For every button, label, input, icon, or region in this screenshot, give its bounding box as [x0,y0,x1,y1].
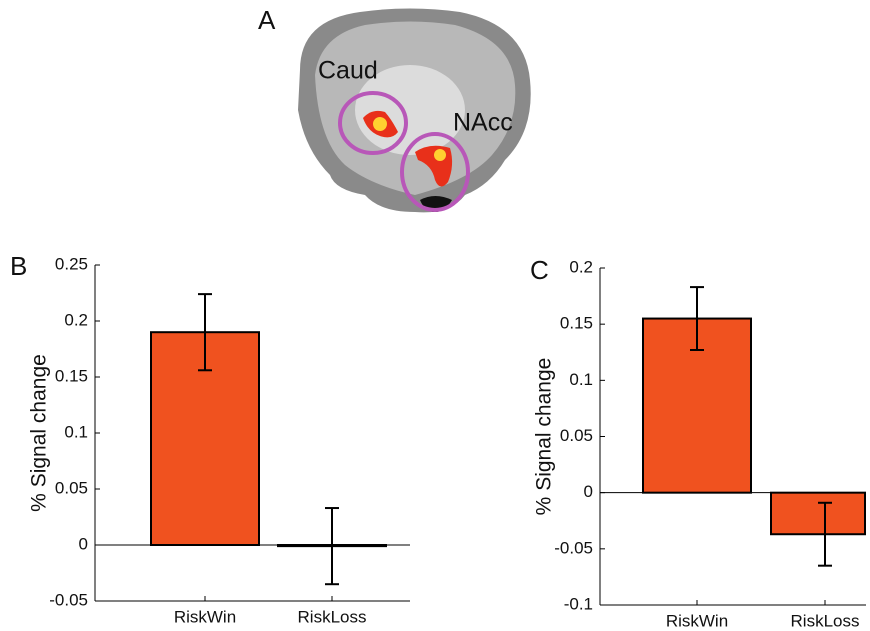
y-tick-label: -0.05 [554,538,593,557]
y-tick-label: -0.05 [49,590,88,609]
y-tick-label: 0.15 [560,314,593,333]
x-tick-label: RiskWin [666,611,728,630]
panel-label: A [258,5,276,35]
y-tick-label: 0.2 [569,257,593,276]
y-tick-label: 0.1 [64,422,88,441]
brain-image: A Caud NAcc [258,5,531,213]
y-tick-label: 0.1 [569,370,593,389]
x-tick-label: RiskLoss [791,611,860,630]
x-tick-label: RiskWin [174,607,236,626]
y-tick-label: 0.2 [64,310,88,329]
y-tick-label: 0 [584,482,593,501]
region-label: Caud [318,57,378,85]
y-tick-label: -0.1 [564,594,593,613]
y-tick-label: 0 [79,534,88,553]
panel-label: C [530,255,549,285]
y-tick-label: 0.15 [55,366,88,385]
y-axis-label: % Signal change [533,358,556,516]
y-tick-label: 0.05 [560,426,593,445]
bar [771,493,865,535]
region-label: NAcc [453,109,513,137]
panel-label: B [10,251,27,281]
activation-peak [434,149,446,161]
y-tick-label: 0.05 [55,478,88,497]
figure: A Caud NAcc B % Signal change -0.05 0 0.05 0.… [0,0,870,631]
y-tick-label: 0.25 [55,254,88,273]
y-axis-label: % Signal change [28,354,51,512]
activation-peak [373,117,387,131]
x-tick-label: RiskLoss [298,607,367,626]
